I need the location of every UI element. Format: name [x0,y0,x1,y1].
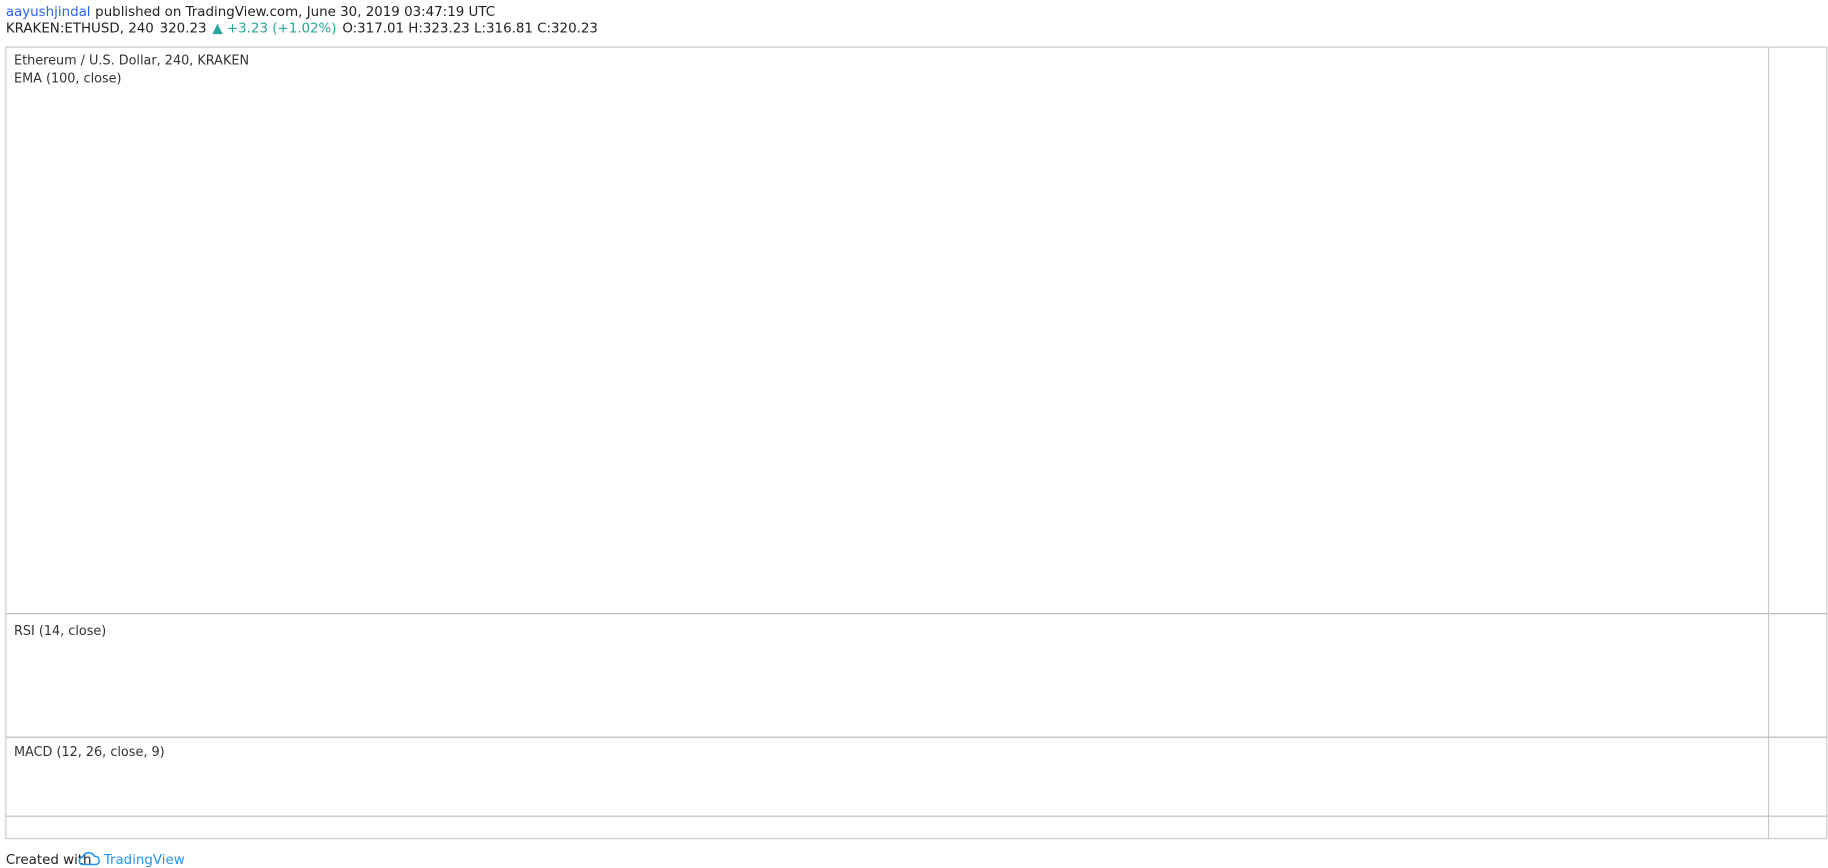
ema-label: EMA (100, close) [14,71,122,86]
author[interactable]: aayushjindal [6,4,91,20]
footer-created: Created with [6,852,92,868]
published: published on TradingView.com, June 30, 2… [95,4,495,20]
header-line-2: KRAKEN:ETHUSD, 240 320.23 ▲ +3.23 (+1.02%)… [6,20,598,36]
header-change: ▲ +3.23 (+1.02%) [212,20,336,36]
symbol: KRAKEN:ETHUSD, 240 [6,20,154,36]
header-ohlc: O:317.01 H:323.23 L:316.81 C:320.23 [342,20,598,36]
rsi-label: RSI (14, close) [14,624,106,639]
chart-title: Ethereum / U.S. Dollar, 240, KRAKEN [14,54,249,69]
chart-frame [5,46,1828,840]
footer-brand[interactable]: TradingView [103,852,185,868]
header-price: 320.23 [160,20,207,36]
header-line-1: aayushjindal published on TradingView.com… [6,4,495,20]
brand-logo [78,851,100,866]
macd-label: MACD (12, 26, close, 9) [14,745,165,760]
